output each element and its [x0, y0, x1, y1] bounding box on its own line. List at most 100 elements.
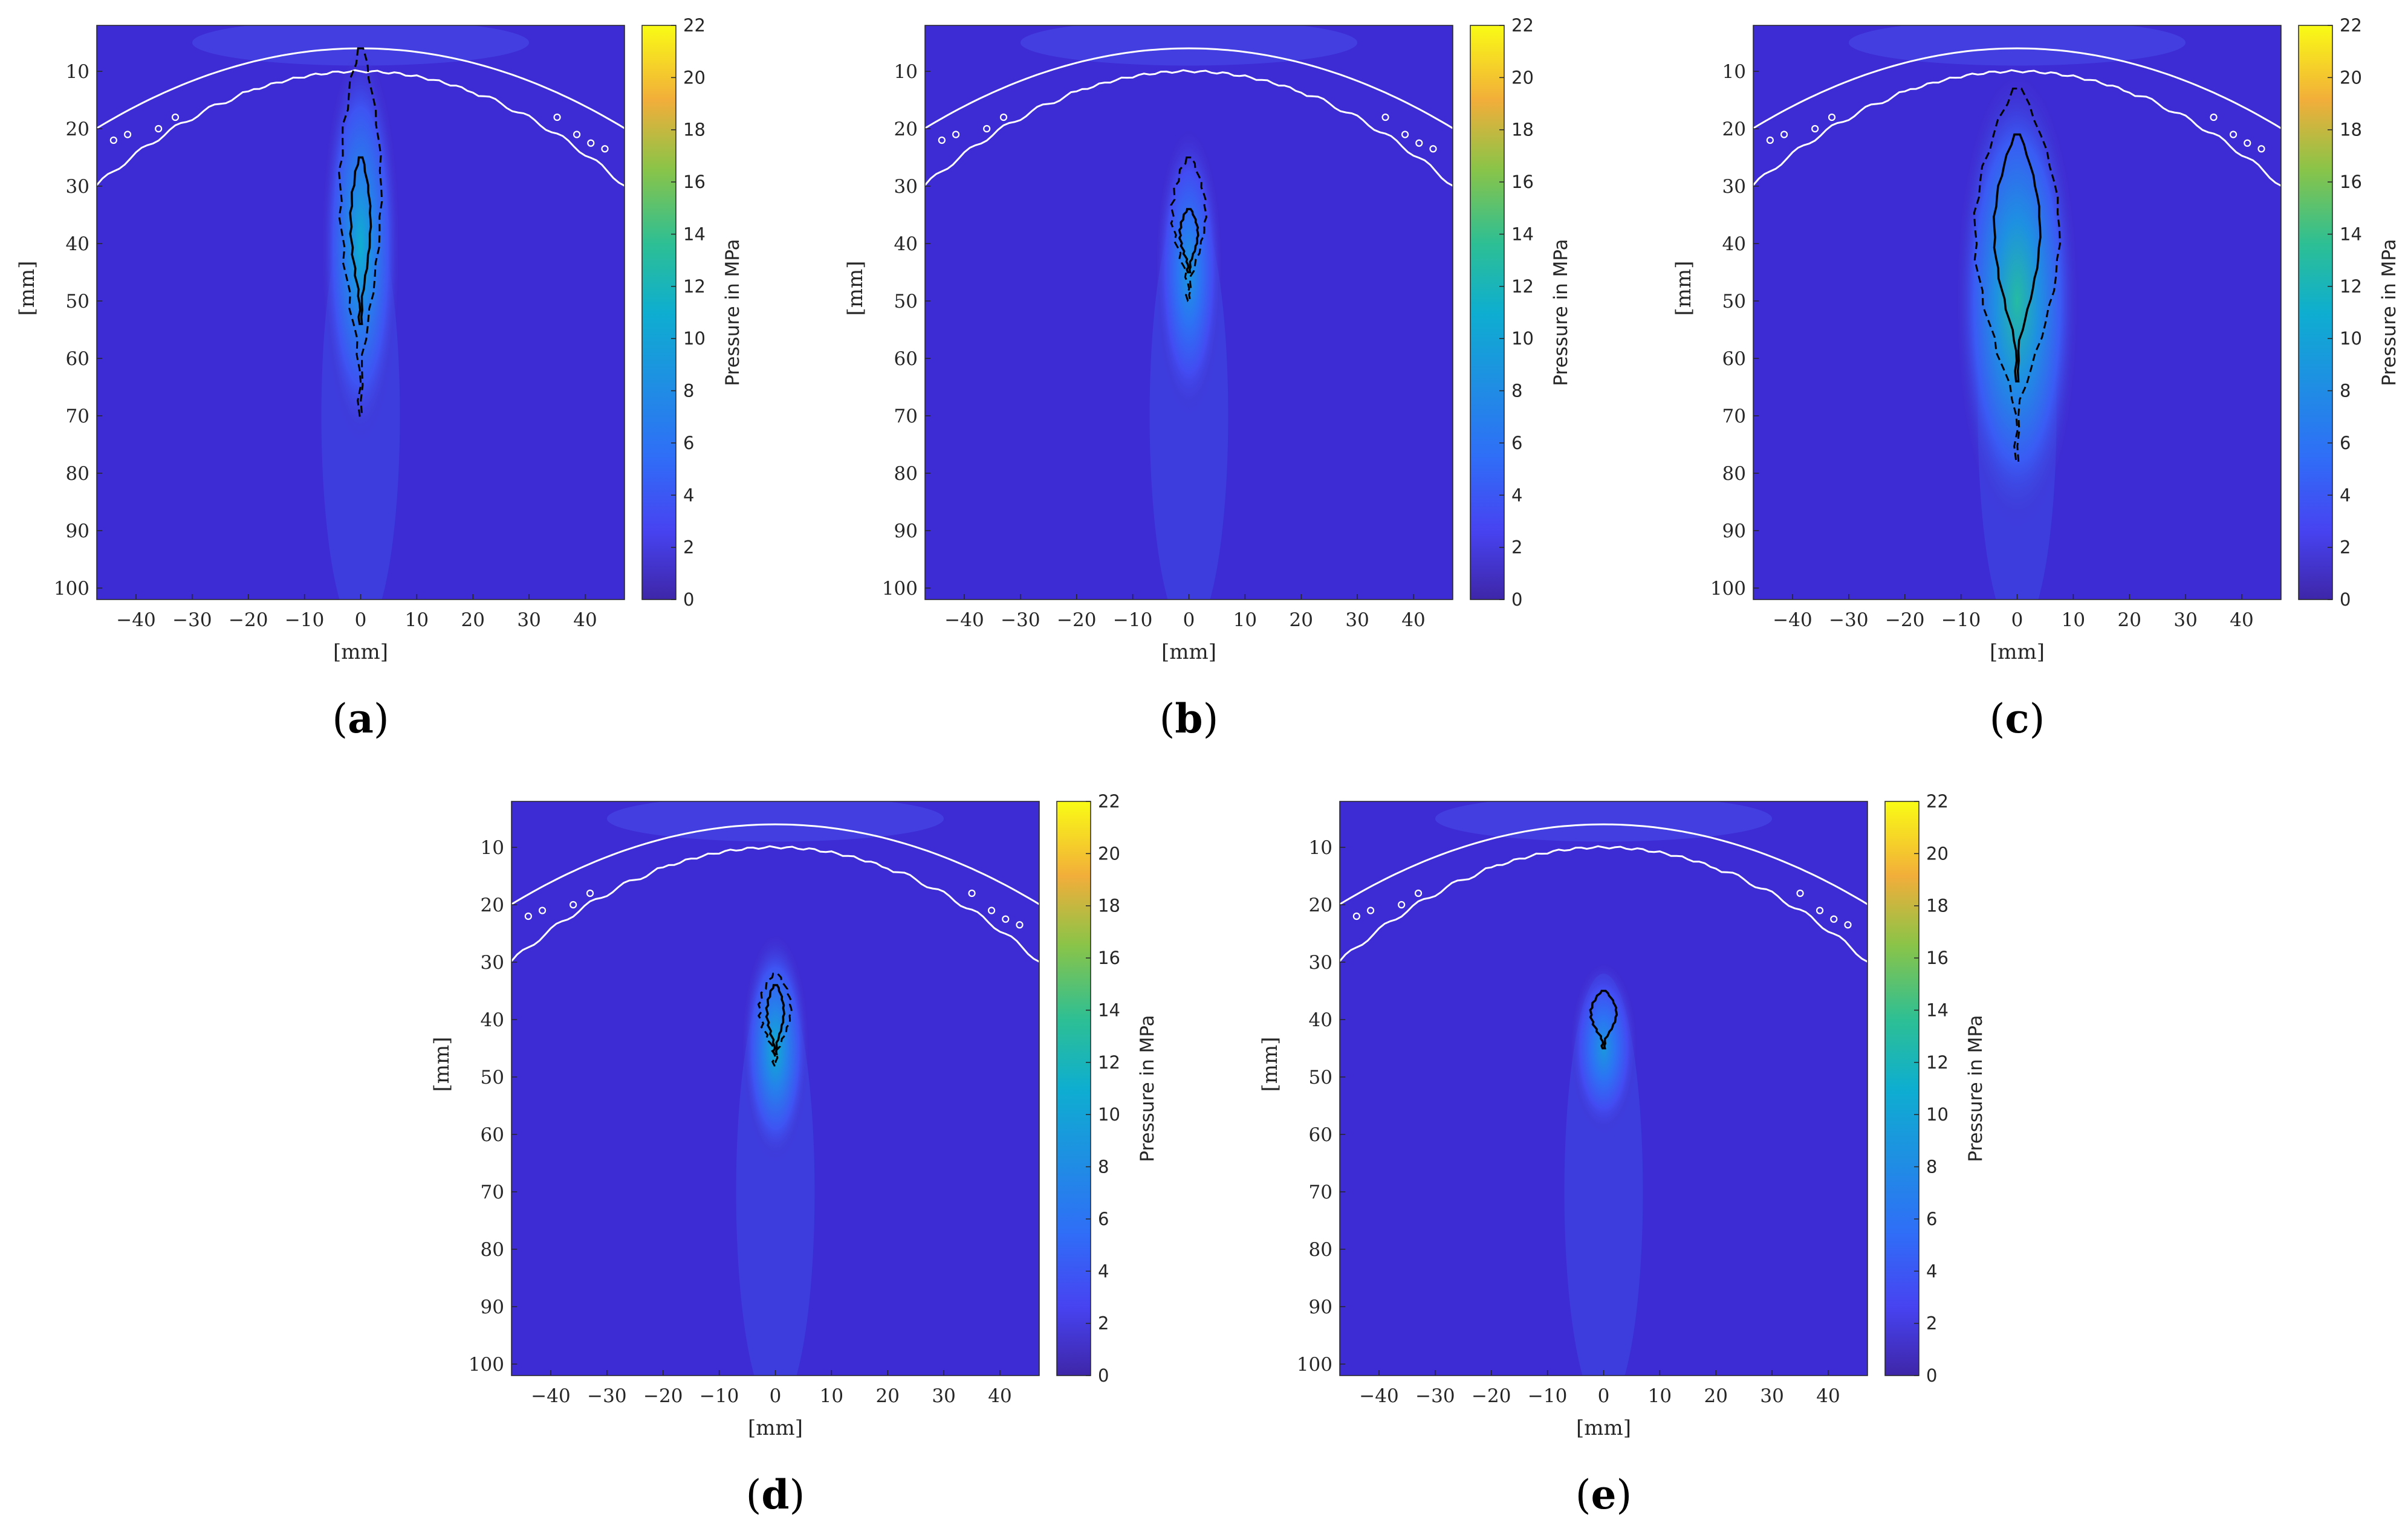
skull-artifact [1816, 907, 1824, 914]
colorbar-tick-label: 6 [2340, 433, 2351, 453]
colorbar-tick-label: 2 [1098, 1313, 1109, 1334]
skull-artifact [1414, 889, 1423, 897]
colorbar-tick-label: 14 [1926, 1000, 1949, 1020]
y-tick-label: 70 [1309, 1182, 1332, 1203]
skull-artifact [1352, 912, 1360, 920]
colorbar: 0 2 4 6 8 10 12 14 16 18 20 22 Pressure in MPa [1884, 791, 1987, 1386]
colorbar-tick-label: 4 [2340, 485, 2351, 505]
skull-artifact [586, 889, 594, 897]
contour-solid [349, 156, 372, 325]
x-tick-label: 40 [1401, 609, 1425, 631]
colorbar-tick-label: 16 [683, 172, 706, 192]
colorbar-tick-label: 12 [1926, 1052, 1949, 1073]
scalp-glow [1848, 25, 2186, 66]
skull-artifact [2210, 113, 2218, 121]
skull-artifact [1811, 125, 1819, 133]
x-tick-label: 30 [1345, 609, 1369, 631]
colorbar-tick-label: 2 [1926, 1313, 1937, 1334]
colorbar-label: Pressure in MPa [2378, 239, 2400, 386]
skull-artifact [524, 912, 532, 920]
colorbar-tick-label: 14 [1098, 1000, 1120, 1020]
x-axis-label: [mm] [748, 1416, 803, 1440]
colorbar: 0 2 4 6 8 10 12 14 16 18 20 22 Pressure in MPa [641, 15, 744, 610]
x-tick-label: 30 [932, 1385, 955, 1407]
x-tick-label: 20 [1290, 609, 1313, 631]
colorbar-tick-label: 8 [2340, 381, 2351, 401]
skull-artifact [2229, 131, 2238, 138]
colorbar-gradient [641, 25, 677, 600]
contour-solid [1589, 989, 1618, 1050]
y-tick-label: 30 [1722, 176, 1746, 198]
colorbar-tick-label: 20 [1926, 843, 1949, 864]
x-tick-label: 0 [1598, 1385, 1610, 1407]
colorbar-tick-label: 0 [1098, 1365, 1109, 1386]
y-tick-label: 100 [1297, 1354, 1332, 1376]
colorbar-tick-label: 12 [2340, 276, 2362, 297]
colorbar-label: Pressure in MPa [1550, 239, 1572, 386]
x-tick-label: 20 [1704, 1385, 1728, 1407]
colorbar-tick-label: 0 [1926, 1365, 1937, 1386]
skull-inner-outline [1340, 845, 1868, 963]
skull-artifact [538, 907, 547, 914]
skull-artifact [952, 131, 960, 138]
x-tick-label: −30 [1001, 609, 1040, 631]
y-tick-label: 30 [1309, 952, 1332, 974]
x-axis-label: [mm] [333, 640, 388, 664]
skull-inner-outline [1753, 69, 2281, 187]
colorbar-tick-label: 16 [1098, 948, 1120, 968]
colorbar-tick-label: 0 [1511, 589, 1522, 610]
y-tick-label: 90 [481, 1296, 504, 1318]
x-tick-label: −30 [587, 1385, 626, 1407]
y-tick-label: 60 [894, 348, 918, 370]
skull-artifact [968, 889, 976, 897]
x-tick-label: −40 [1773, 609, 1812, 631]
colorbar-tick-label: 0 [683, 589, 694, 610]
y-tick-label: 90 [1309, 1296, 1332, 1318]
y-tick-label: 40 [1722, 233, 1746, 255]
scalp-glow [1020, 25, 1358, 66]
colorbar: 0 2 4 6 8 10 12 14 16 18 20 22 Pressure in MPa [1056, 791, 1158, 1386]
x-tick-label: 20 [2118, 609, 2141, 631]
skull-artifact [1780, 131, 1788, 138]
x-tick-label: 0 [770, 1385, 782, 1407]
skull-outer-outline [1340, 823, 1868, 905]
colorbar-tick-label: 10 [1926, 1104, 1949, 1125]
colorbar-tick-label: 10 [683, 328, 706, 349]
colorbar-tick-label: 20 [1098, 843, 1120, 864]
x-tick-label: 20 [876, 1385, 900, 1407]
y-axis-label: [mm] [430, 1037, 454, 1091]
y-tick-label: 50 [894, 291, 918, 312]
colorbar-tick-label: 12 [1098, 1052, 1120, 1073]
colorbar-tick-label: 4 [1926, 1261, 1937, 1281]
skull-artifact [1830, 915, 1838, 923]
colorbar-tick-label: 20 [2340, 67, 2362, 88]
y-tick-label: 40 [481, 1009, 504, 1031]
colorbar-tick-label: 4 [1511, 485, 1522, 505]
y-tick-label: 80 [1722, 463, 1746, 485]
y-tick-label: 70 [66, 406, 89, 427]
colorbar-tick-label: 12 [1511, 276, 1534, 297]
y-tick-label: 20 [1309, 894, 1332, 916]
y-tick-label: 50 [1722, 291, 1746, 312]
heatmap-field [97, 25, 625, 600]
y-tick-label: 40 [66, 233, 89, 255]
x-tick-label: −40 [531, 1385, 570, 1407]
skull-artifact [1016, 921, 1024, 929]
skull-artifact [2257, 145, 2265, 153]
y-tick-label: 10 [1722, 61, 1746, 83]
skull-artifact [109, 136, 117, 144]
x-tick-label: −10 [1113, 609, 1152, 631]
x-tick-label: −30 [1415, 1385, 1455, 1407]
colorbar-tick-label: 18 [2340, 120, 2362, 140]
y-tick-label: 50 [66, 291, 89, 312]
y-tick-label: 40 [1309, 1009, 1332, 1031]
colorbar-tick-label: 22 [683, 15, 706, 36]
colorbar-tick-label: 16 [1511, 172, 1534, 192]
colorbar-tick-label: 22 [2340, 15, 2362, 36]
y-tick-label: 100 [469, 1354, 504, 1376]
skull-artifact [587, 139, 595, 147]
skull-artifact [987, 907, 996, 914]
contour-solid [1993, 133, 2042, 383]
scalp-glow [192, 25, 530, 66]
skull-inner-outline [511, 845, 1039, 963]
